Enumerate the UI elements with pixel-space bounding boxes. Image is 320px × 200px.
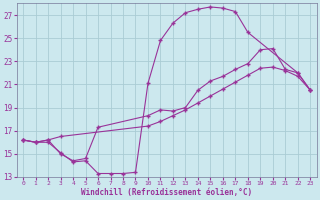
X-axis label: Windchill (Refroidissement éolien,°C): Windchill (Refroidissement éolien,°C): [81, 188, 252, 197]
